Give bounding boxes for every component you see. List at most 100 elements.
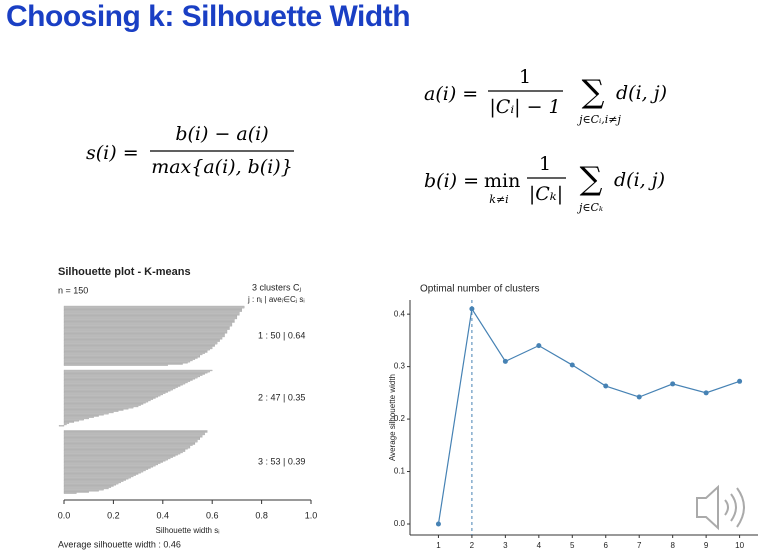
silhouette-bar xyxy=(63,396,159,398)
silhouette-bar xyxy=(63,327,230,329)
formula-text: 1 xyxy=(519,66,531,88)
formula-text: |Cᵢ| − 1 xyxy=(489,96,560,118)
silhouette-bar xyxy=(63,381,188,384)
silhouette-bar xyxy=(63,485,114,487)
silhouette-bar xyxy=(63,404,141,406)
silhouette-bar xyxy=(63,441,198,443)
silhouette-bar xyxy=(63,473,139,475)
legend-subtitle: j : nⱼ | aveᵢ∈Cⱼ sᵢ xyxy=(247,295,305,304)
data-point xyxy=(603,383,609,389)
silhouette-bar xyxy=(63,491,89,493)
silhouette-bar xyxy=(63,321,235,323)
silhouette-bar xyxy=(63,305,245,308)
silhouette-bar xyxy=(63,347,213,350)
silhouette-bar xyxy=(63,419,84,421)
silhouette-bar xyxy=(58,425,65,427)
data-point xyxy=(435,521,441,527)
silhouette-bar xyxy=(63,442,196,444)
formula-text: |Cₖ| xyxy=(529,183,563,205)
silhouette-bar xyxy=(63,405,139,408)
x-tick-label: 3 xyxy=(503,541,508,550)
silhouette-bar xyxy=(63,391,168,393)
silhouette-bar xyxy=(63,315,238,317)
silhouette-bar xyxy=(63,341,218,344)
silhouette-bar xyxy=(63,431,208,433)
silhouette-bar xyxy=(63,323,233,326)
silhouette-bar xyxy=(63,335,225,338)
data-point xyxy=(569,362,575,368)
silhouette-bar xyxy=(63,457,171,460)
silhouette-bar xyxy=(63,459,168,461)
y-tick-label: 0.4 xyxy=(394,309,406,318)
silhouette-bar xyxy=(63,313,240,315)
silhouette-bar xyxy=(63,432,205,434)
silhouette-bar xyxy=(63,462,161,464)
x-tick-label: 8 xyxy=(670,541,675,550)
silhouette-bar xyxy=(63,371,210,373)
silhouette-bar xyxy=(63,340,220,342)
silhouette-bar xyxy=(63,401,149,403)
silhouette-bar xyxy=(63,337,223,339)
chart-subtitle: n = 150 xyxy=(58,285,88,295)
silhouette-bar xyxy=(63,414,104,416)
silhouette-bar xyxy=(63,309,242,311)
x-tick-label: 2 xyxy=(470,541,475,550)
silhouette-bar xyxy=(63,353,203,356)
formula-text: j∈Cₖ xyxy=(576,201,603,214)
data-point xyxy=(737,378,743,384)
silhouette-bar xyxy=(63,437,201,439)
silhouette-bar xyxy=(63,454,178,456)
silhouette-bar xyxy=(63,449,186,451)
formula-text: b(i) = xyxy=(424,170,479,192)
silhouette-bar xyxy=(63,474,136,476)
silhouette-bar xyxy=(63,465,156,467)
data-point xyxy=(502,358,508,364)
silhouette-bar xyxy=(63,408,129,410)
silhouette-bar xyxy=(63,420,79,422)
data-line xyxy=(437,307,740,525)
silhouette-bar xyxy=(63,453,181,455)
silhouette-bar xyxy=(63,448,188,450)
silhouette-bar xyxy=(63,355,201,357)
silhouette-bar xyxy=(63,395,161,397)
x-tick-label: 0.4 xyxy=(157,510,170,520)
legend-title: 3 clusters Cⱼ xyxy=(252,282,302,292)
x-tick-label: 6 xyxy=(604,541,609,550)
silhouette-bar xyxy=(63,369,213,372)
y-tick-label: 0.1 xyxy=(394,467,406,476)
silhouette-bar xyxy=(63,344,215,346)
silhouette-bar xyxy=(63,479,126,481)
formula-text: min xyxy=(484,170,520,192)
formula-text: d(i, j) xyxy=(616,82,667,104)
silhouette-bar xyxy=(63,430,208,432)
silhouette-bar xyxy=(63,486,112,488)
formula-text: s(i) = xyxy=(86,142,139,164)
silhouette-bar xyxy=(63,415,99,417)
formula-text: ∑ xyxy=(580,160,603,198)
silhouette-bar xyxy=(63,392,166,394)
silhouette-bar xyxy=(63,407,134,409)
silhouette-bar xyxy=(63,439,198,442)
x-tick-label: 0.8 xyxy=(255,510,268,520)
silhouette-bar xyxy=(63,399,151,402)
silhouette-bar xyxy=(63,451,183,454)
silhouette-bar xyxy=(63,379,193,381)
cluster-label: 3 : 53 | 0.39 xyxy=(258,457,305,467)
silhouette-bar xyxy=(63,345,215,347)
formula-text: max{a(i), b(i)} xyxy=(151,156,293,178)
silhouette-bar xyxy=(63,351,208,353)
data-point xyxy=(469,306,475,312)
silhouette-bar xyxy=(63,373,205,375)
silhouette-bar xyxy=(63,334,225,336)
silhouette-bar xyxy=(63,433,205,436)
x-tick-label: 4 xyxy=(537,541,542,550)
speaker-icon[interactable] xyxy=(696,484,745,531)
silhouette-bar xyxy=(63,492,77,494)
silhouette-bar xyxy=(63,385,181,387)
silhouette-bar xyxy=(63,393,163,396)
silhouette-bar xyxy=(63,398,154,400)
silhouette-bar xyxy=(63,352,205,354)
silhouette-bar xyxy=(63,317,238,320)
silhouette-bar xyxy=(63,413,109,415)
